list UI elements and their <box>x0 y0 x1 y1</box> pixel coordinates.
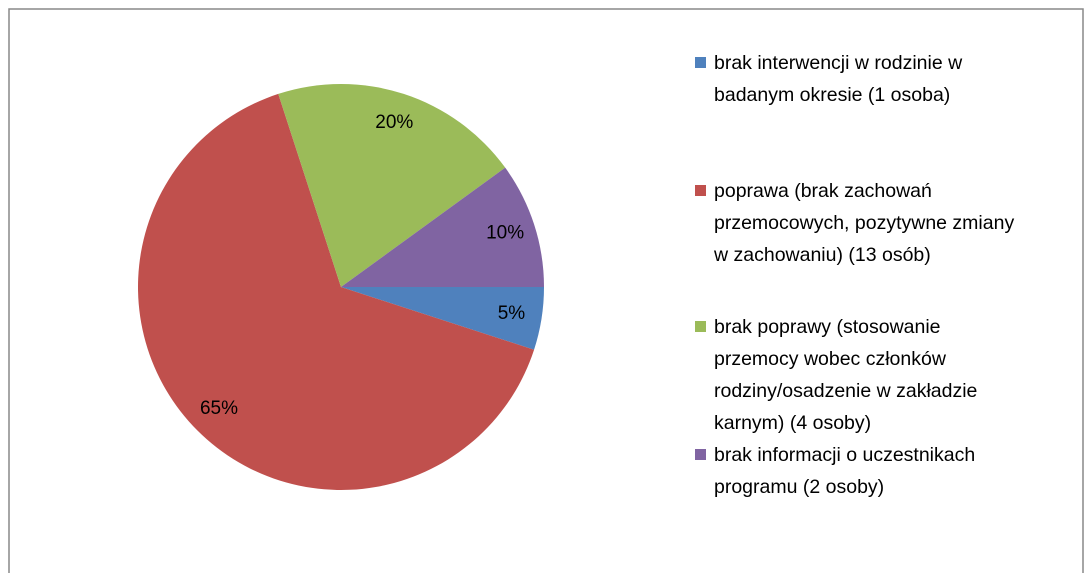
data-label: 20% <box>375 112 413 133</box>
legend-label: brak informacji o uczestnikach programu … <box>714 444 976 498</box>
data-label: 65% <box>200 398 238 419</box>
legend-label: brak interwencji w rodzinie w badanym ok… <box>714 52 963 106</box>
legend-swatch <box>695 185 706 196</box>
frame <box>8 8 1084 573</box>
data-label: 10% <box>486 223 524 244</box>
legend-swatch <box>695 57 706 68</box>
legend-item: poprawa (brak zachowań przemocowych, poz… <box>695 175 1025 271</box>
pie-slice <box>137 93 535 491</box>
legend-label: brak poprawy (stosowanie przemocy wobec … <box>714 316 978 434</box>
legend-item: brak informacji o uczestnikach programu … <box>695 439 1025 503</box>
legend-swatch <box>695 449 706 460</box>
legend-swatch <box>695 321 706 332</box>
pie-slice <box>278 84 506 287</box>
pie-slice <box>341 287 544 350</box>
legend-item: brak poprawy (stosowanie przemocy wobec … <box>695 311 1025 439</box>
legend-label: poprawa (brak zachowań przemocowych, poz… <box>714 180 1015 266</box>
data-label: 5% <box>498 303 526 324</box>
pie-slice <box>341 167 544 287</box>
legend-item: brak interwencji w rodzinie w badanym ok… <box>695 47 1025 111</box>
